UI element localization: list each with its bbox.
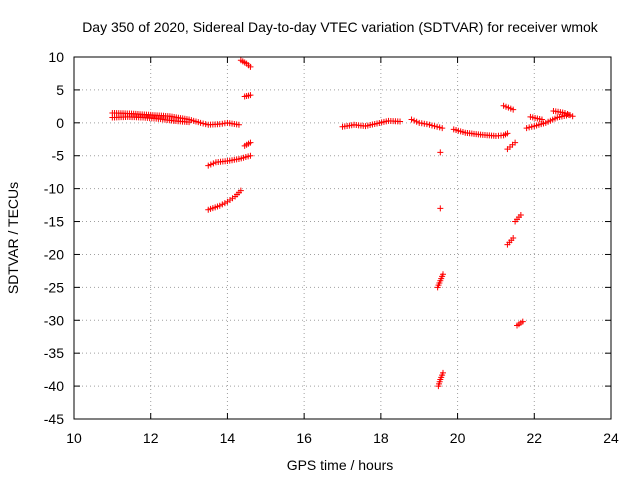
- data-segment: [241, 139, 254, 149]
- y-tick-label: -15: [44, 214, 64, 230]
- axis-ticks: 10 12 14 16 18 20 22 24 -45 -40 -35 -30 -25 -20 -15 -10…: [44, 49, 619, 446]
- data-point: [504, 130, 511, 137]
- y-tick-label: 0: [56, 115, 64, 131]
- data-point: [436, 124, 443, 131]
- y-tick-label: -35: [44, 345, 64, 361]
- data-point: [221, 200, 228, 207]
- data-point: [523, 125, 530, 132]
- data-segment: [512, 211, 524, 225]
- y-tick-label: -45: [44, 411, 64, 427]
- data-segment: [527, 113, 545, 123]
- data-segment: [237, 57, 254, 70]
- data-point: [210, 160, 217, 167]
- data-point: [423, 121, 430, 128]
- data-point: [564, 111, 571, 118]
- data-segment: [437, 149, 444, 156]
- data-point: [567, 112, 574, 119]
- data-segment: [205, 152, 254, 169]
- data-point: [205, 162, 212, 169]
- data-point: [202, 121, 209, 128]
- data-point: [512, 139, 519, 146]
- data-point: [237, 187, 244, 194]
- data-point: [569, 113, 576, 120]
- y-tick-label: 10: [48, 49, 64, 65]
- data-segment: [504, 235, 517, 248]
- y-tick-label: 5: [56, 82, 64, 98]
- gridlines: [74, 57, 611, 419]
- y-tick-label: -25: [44, 279, 64, 295]
- data-segment: [500, 102, 517, 113]
- data-point: [216, 202, 223, 209]
- data-segment: [437, 205, 444, 212]
- data-point: [538, 116, 545, 123]
- data-point: [186, 119, 193, 126]
- data-point: [519, 318, 526, 325]
- y-tick-label: -5: [52, 148, 65, 164]
- data-point: [434, 123, 441, 130]
- data-segment: [550, 107, 576, 120]
- plot-frame: [73, 56, 612, 420]
- data-point: [439, 271, 446, 278]
- x-tick-label: 22: [526, 430, 542, 446]
- chart-title: Day 350 of 2020, Sidereal Day-to-day VTE…: [82, 19, 599, 35]
- data-point: [517, 211, 524, 218]
- data-point: [247, 92, 254, 99]
- x-tick-label: 10: [66, 430, 82, 446]
- data-segment: [434, 271, 446, 291]
- data-segment: [408, 116, 446, 132]
- x-tick-label: 14: [220, 430, 236, 446]
- data-point: [526, 124, 533, 131]
- data-point: [510, 235, 517, 241]
- data-point: [200, 120, 207, 127]
- data-point: [561, 109, 568, 116]
- data-point: [437, 149, 444, 156]
- data-segment: [504, 139, 519, 153]
- data-point: [219, 201, 226, 208]
- data-point: [429, 122, 435, 129]
- data-segment: [205, 187, 244, 213]
- y-tick-label: -10: [44, 181, 64, 197]
- data-segment: [241, 92, 254, 100]
- data-point: [413, 118, 420, 125]
- y-tick-label: -40: [44, 378, 64, 394]
- data-point: [510, 106, 517, 113]
- data-point: [247, 139, 254, 146]
- data-point: [411, 117, 418, 124]
- data-point: [235, 121, 242, 128]
- data-segment: [109, 113, 193, 126]
- data-segment: [435, 369, 446, 390]
- data-points: [109, 57, 576, 390]
- x-tick-label: 20: [450, 430, 466, 446]
- data-point: [437, 205, 444, 212]
- x-tick-label: 16: [296, 430, 312, 446]
- data-point: [426, 121, 433, 128]
- data-point: [247, 152, 254, 159]
- data-point: [397, 118, 404, 125]
- data-segment: [450, 126, 511, 139]
- data-point: [528, 123, 535, 130]
- y-axis-label: SDTVAR / TECUs: [5, 182, 21, 294]
- x-axis-label: GPS time / hours: [287, 457, 394, 473]
- data-point: [408, 116, 415, 123]
- data-segment: [109, 109, 242, 128]
- y-tick-label: -30: [44, 312, 64, 328]
- x-tick-label: 18: [373, 430, 389, 446]
- data-point: [207, 161, 214, 168]
- data-point: [439, 369, 446, 376]
- data-segment: [339, 117, 404, 130]
- x-tick-label: 24: [603, 430, 619, 446]
- data-point: [431, 123, 438, 130]
- data-point: [197, 119, 204, 126]
- data-segment: [514, 318, 526, 329]
- x-tick-label: 12: [143, 430, 159, 446]
- y-tick-label: -20: [44, 246, 64, 262]
- data-point: [247, 63, 254, 70]
- data-point: [439, 125, 446, 132]
